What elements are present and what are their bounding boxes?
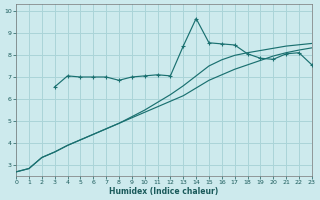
X-axis label: Humidex (Indice chaleur): Humidex (Indice chaleur) [109, 187, 219, 196]
